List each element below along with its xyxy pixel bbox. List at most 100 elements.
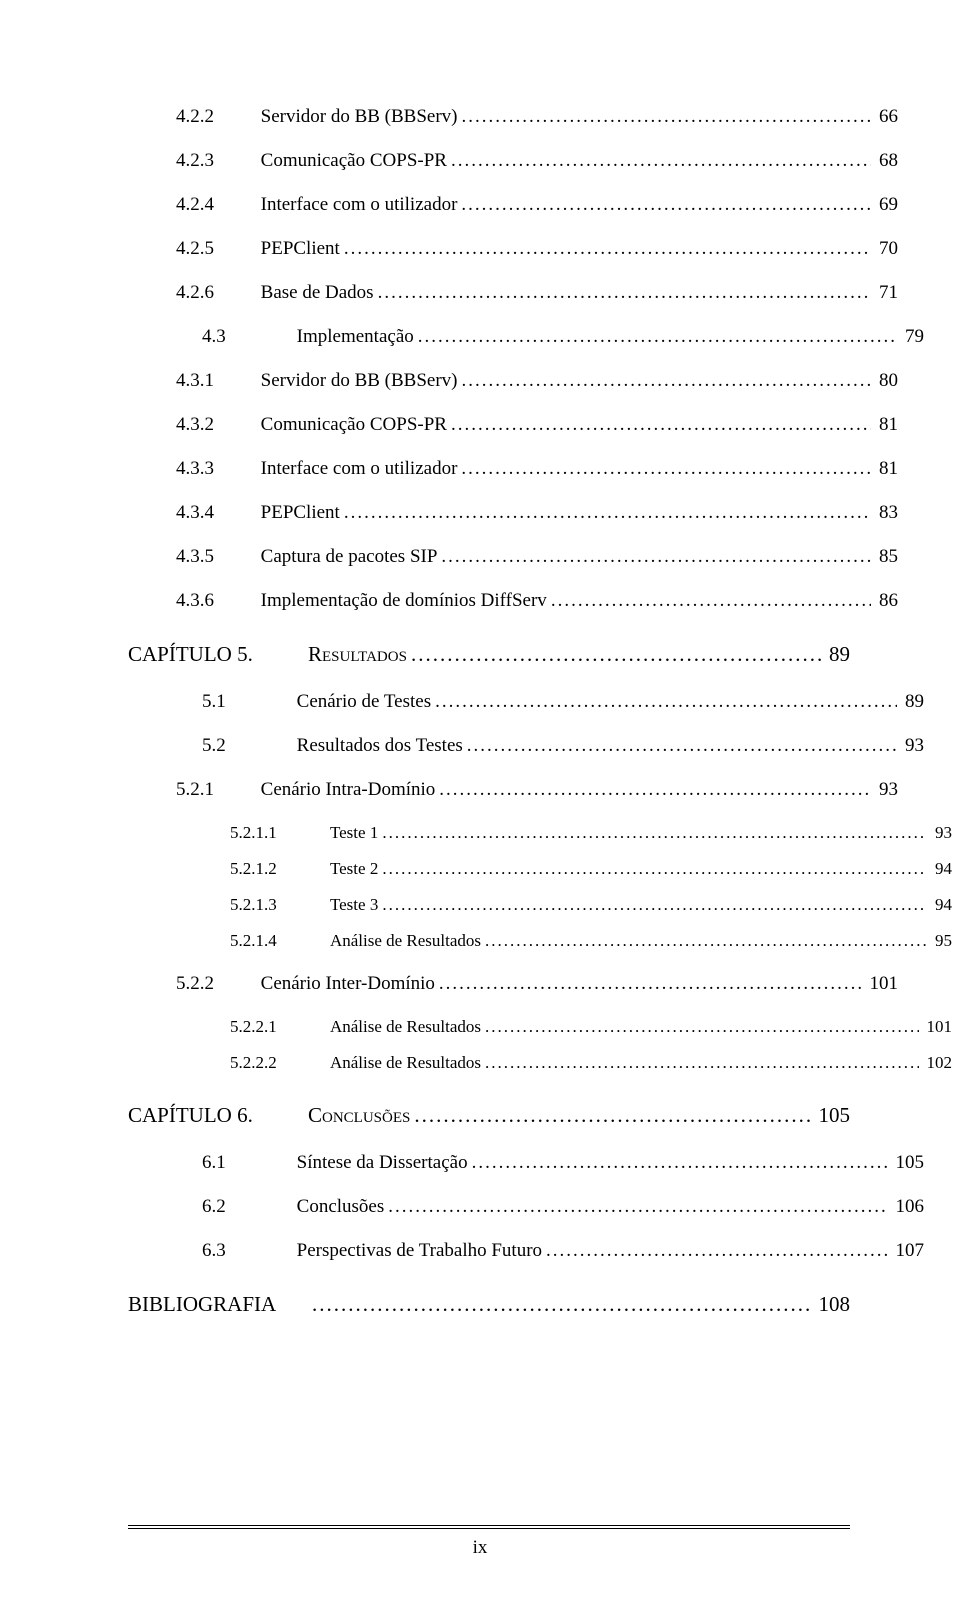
toc-entry-page: 93 — [901, 735, 924, 757]
toc-entry-number: 5.2 — [202, 735, 290, 757]
toc-entry-number: 4.2.5 — [176, 238, 254, 260]
toc-entry: CAPÍTULO 5.Resultados 89 — [128, 642, 850, 667]
toc-entry-title: Implementação de domínios DiffServ — [254, 590, 547, 612]
toc-entry-page: 70 — [875, 238, 898, 260]
toc-entry-page: 93 — [875, 779, 898, 801]
toc-entry-number: 4.2.2 — [176, 106, 254, 128]
toc-leader-dots — [411, 642, 821, 667]
toc-entry-number: BIBLIOGRAFIA — [128, 1292, 308, 1317]
toc-entry-page: 81 — [875, 414, 898, 436]
toc-entry-number: CAPÍTULO 5. — [128, 642, 308, 667]
toc-leader-dots — [439, 779, 871, 801]
toc-entry: 4.2.2Servidor do BB (BBServ)66 — [176, 106, 898, 128]
toc-entry-page: 102 — [923, 1053, 953, 1073]
toc-entry-number: 5.2.1.3 — [230, 895, 324, 915]
toc-leader-dots — [551, 590, 871, 612]
toc-entry: 5.2Resultados dos Testes93 — [202, 735, 924, 757]
toc-entry: 5.2.1.1Teste 193 — [230, 823, 952, 843]
toc-entry-page: 101 — [923, 1017, 953, 1037]
toc-entry-page: 94 — [931, 859, 952, 879]
toc-entry-title: Perspectivas de Trabalho Futuro — [290, 1240, 542, 1262]
toc-entry-number: 4.3.1 — [176, 370, 254, 392]
toc-entry-number: 4.2.3 — [176, 150, 254, 172]
toc-leader-dots — [451, 414, 871, 436]
toc-entry-page: 93 — [931, 823, 952, 843]
toc-entry-title: Análise de Resultados — [324, 1017, 481, 1037]
toc-entry-page: 80 — [875, 370, 898, 392]
toc-entry-number: 5.1 — [202, 691, 290, 713]
toc-entry-page: 79 — [901, 326, 924, 348]
toc-leader-dots — [462, 106, 872, 128]
toc-entry-number: 4.2.4 — [176, 194, 254, 216]
toc-entry: 6.3Perspectivas de Trabalho Futuro107 — [202, 1240, 924, 1262]
toc-entry: 4.3.3Interface com o utilizador81 — [176, 458, 898, 480]
toc-entry-number: 5.2.2 — [176, 973, 254, 995]
toc-leader-dots — [441, 546, 871, 568]
toc-entry: 4.2.5PEPClient70 — [176, 238, 898, 260]
toc-entry-number: 5.2.2.1 — [230, 1017, 324, 1037]
toc-entry-page: 83 — [875, 502, 898, 524]
toc-leader-dots — [418, 326, 897, 348]
toc-entry-page: 89 — [901, 691, 924, 713]
toc-entry-title: Base de Dados — [254, 282, 374, 304]
toc-entry: 4.3.2Comunicação COPS-PR81 — [176, 414, 898, 436]
toc-leader-dots — [472, 1152, 888, 1174]
toc-leader-dots — [485, 1017, 918, 1037]
toc-entry-number: 5.2.1.1 — [230, 823, 324, 843]
toc-entry-page: 86 — [875, 590, 898, 612]
toc-entry: 4.3.1Servidor do BB (BBServ) 80 — [176, 370, 898, 392]
toc-entry-page: 94 — [931, 895, 952, 915]
toc-entry: 4.3.5Captura de pacotes SIP 85 — [176, 546, 898, 568]
toc-entry-title: Síntese da Dissertação — [290, 1152, 468, 1174]
toc-entry-title: Comunicação COPS-PR — [254, 414, 447, 436]
toc-leader-dots — [435, 691, 897, 713]
toc-entry-number: 6.3 — [202, 1240, 290, 1262]
toc-entry-title: Conclusões — [308, 1103, 410, 1128]
toc-entry-number: 4.3.3 — [176, 458, 254, 480]
toc-entry-page: 85 — [875, 546, 898, 568]
toc-entry-title: Interface com o utilizador — [254, 458, 457, 480]
toc-entry-number: 5.2.1.2 — [230, 859, 324, 879]
toc-entry: 5.2.2.1Análise de Resultados 101 — [230, 1017, 952, 1037]
toc-entry-number: 5.2.1.4 — [230, 931, 324, 951]
toc-entry-page: 89 — [825, 642, 850, 667]
toc-entry: 6.2Conclusões106 — [202, 1196, 924, 1218]
toc-leader-dots — [546, 1240, 887, 1262]
toc-entry: 5.2.2.2Análise de Resultados102 — [230, 1053, 952, 1073]
toc-entry-title: Resultados — [308, 642, 407, 667]
toc-entry-page: 69 — [875, 194, 898, 216]
toc-entry-title: Interface com o utilizador — [254, 194, 457, 216]
toc-leader-dots — [382, 895, 927, 915]
toc-entry-page: 105 — [815, 1103, 851, 1128]
toc-entry-number: 4.2.6 — [176, 282, 254, 304]
toc-entry-title: Conclusões — [290, 1196, 384, 1218]
toc-entry-page: 108 — [815, 1292, 851, 1317]
toc-leader-dots — [462, 370, 872, 392]
toc-leader-dots — [451, 150, 871, 172]
toc-leader-dots — [388, 1196, 887, 1218]
toc-entry: 5.1Cenário de Testes 89 — [202, 691, 924, 713]
toc-entry: 5.2.1Cenário Intra-Domínio93 — [176, 779, 898, 801]
toc-entry-page: 101 — [866, 973, 899, 995]
toc-entry-title: Servidor do BB (BBServ) — [254, 370, 458, 392]
toc-entry: 5.2.1.3Teste 394 — [230, 895, 952, 915]
toc-leader-dots — [382, 823, 927, 843]
toc-entry: 4.3Implementação79 — [202, 326, 924, 348]
toc-entry-number: 6.1 — [202, 1152, 290, 1174]
toc-entry: 5.2.2Cenário Inter-Domínio101 — [176, 973, 898, 995]
toc-entry-page: 105 — [892, 1152, 925, 1174]
toc-entry-number: 4.3.6 — [176, 590, 254, 612]
toc-entry-number: 4.3.5 — [176, 546, 254, 568]
toc-entry-title: Comunicação COPS-PR — [254, 150, 447, 172]
toc-entry-page: 66 — [875, 106, 898, 128]
page-number: ix — [0, 1537, 960, 1559]
toc-entry: 6.1Síntese da Dissertação 105 — [202, 1152, 924, 1174]
toc-entry-title: PEPClient — [254, 502, 340, 524]
toc-entry-title: Análise de Resultados — [324, 1053, 481, 1073]
toc-entry-title: Cenário de Testes — [290, 691, 431, 713]
toc-entry-page: 106 — [892, 1196, 925, 1218]
toc-entry-title: Captura de pacotes SIP — [254, 546, 437, 568]
toc-leader-dots — [344, 238, 871, 260]
toc-leader-dots — [485, 931, 927, 951]
toc-entry-title: Implementação — [290, 326, 414, 348]
